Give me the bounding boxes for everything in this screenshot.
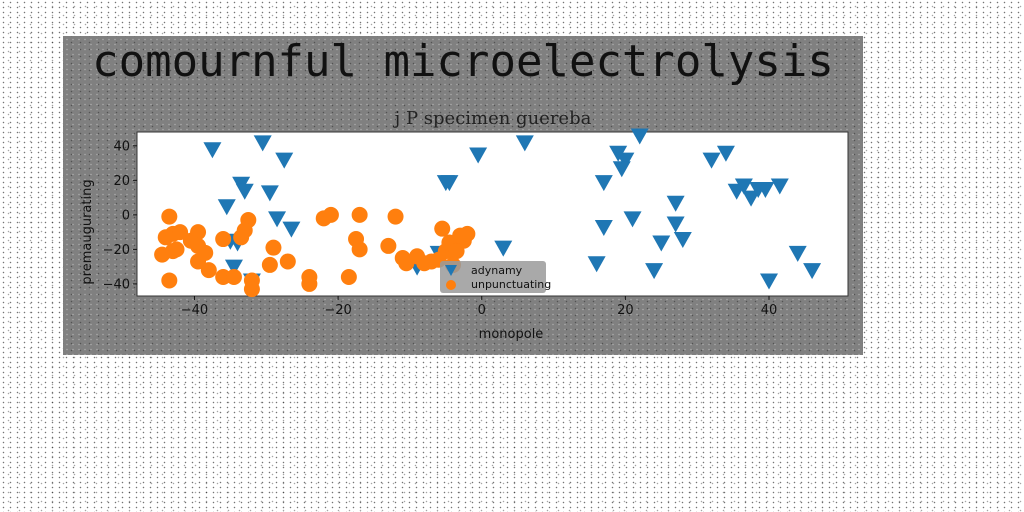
adynamy-point — [515, 135, 534, 152]
unpunctuating-point — [172, 224, 189, 241]
x-tick-label: 40 — [761, 303, 778, 318]
y-tick-label: −20 — [103, 243, 130, 258]
unpunctuating-point — [351, 241, 368, 258]
x-tick-label: 0 — [478, 303, 486, 318]
unpunctuating-point — [261, 256, 278, 273]
unpunctuating-point — [387, 208, 404, 225]
adynamy-point — [235, 183, 254, 200]
unpunctuating-point — [190, 224, 207, 241]
adynamy-point — [275, 152, 294, 169]
unpunctuating-point — [340, 269, 357, 286]
unpunctuating-point — [380, 237, 397, 254]
adynamy-point — [666, 195, 685, 212]
legend-circle-marker — [446, 280, 456, 290]
adynamy-point — [253, 135, 272, 152]
legend: adynamy unpunctuating — [440, 261, 551, 293]
y-tick-label: 0 — [122, 208, 130, 223]
adynamy-point — [260, 185, 279, 202]
y-axis-label: premaugurating — [80, 179, 95, 284]
adynamy-point — [734, 178, 753, 195]
adynamy-point — [652, 235, 671, 252]
unpunctuating-point — [265, 239, 282, 256]
unpunctuating-point — [459, 225, 476, 242]
adynamy-point — [666, 216, 685, 233]
x-tick-label: −20 — [324, 303, 351, 318]
adynamy-point — [803, 263, 822, 280]
adynamy-point — [742, 190, 761, 207]
unpunctuating-point — [351, 206, 368, 223]
adynamy-point — [788, 245, 807, 262]
unpunctuating-point — [233, 229, 250, 246]
adynamy-point — [217, 199, 236, 216]
legend-box — [440, 261, 546, 293]
unpunctuating-point — [200, 262, 217, 279]
adynamy-point — [770, 178, 789, 195]
adynamy-point — [203, 142, 222, 159]
unpunctuating-point — [168, 241, 185, 258]
unpunctuating-point — [161, 272, 178, 289]
adynamy-point — [645, 263, 664, 280]
adynamy-point — [756, 181, 775, 198]
unpunctuating-point — [225, 269, 242, 286]
adynamy-point — [716, 145, 735, 162]
chart-title: j P specimen guereba — [393, 108, 592, 129]
unpunctuating-point — [190, 253, 207, 270]
scatter-chart: comournful microelectrolysis j P specime… — [80, 36, 849, 342]
adynamy-point — [224, 259, 243, 276]
legend-triangle-marker — [445, 265, 457, 276]
y-tick-label: −40 — [103, 277, 130, 292]
adynamy-point — [673, 232, 692, 249]
figure: comournful microelectrolysis j P specime… — [63, 36, 863, 355]
legend-label-unpunctuating: unpunctuating — [471, 278, 551, 291]
adynamy-point — [440, 175, 459, 192]
unpunctuating-point — [301, 275, 318, 292]
unpunctuating-point — [243, 281, 260, 298]
unpunctuating-point — [161, 208, 178, 225]
x-axis: −40 −20 0 20 40 — [181, 296, 778, 318]
adynamy-point — [612, 161, 631, 178]
adynamy-point — [469, 147, 488, 164]
legend-label-adynamy: adynamy — [471, 264, 523, 277]
adynamy-point — [587, 256, 606, 273]
adynamy-point — [623, 211, 642, 228]
unpunctuating-point — [322, 206, 339, 223]
x-axis-label: monopole — [479, 327, 544, 342]
y-tick-label: 40 — [113, 139, 130, 154]
adynamy-point — [630, 128, 649, 145]
unpunctuating-point — [279, 253, 296, 270]
unpunctuating-point — [448, 243, 465, 260]
adynamy-point — [282, 221, 301, 238]
unpunctuating-point — [434, 220, 451, 237]
data-points — [154, 128, 822, 298]
unpunctuating-point — [416, 255, 433, 272]
y-axis: −40 −20 0 20 40 — [103, 139, 137, 292]
adynamy-point — [268, 211, 287, 228]
adynamy-point — [594, 175, 613, 192]
adynamy-point — [616, 152, 635, 169]
figure-suptitle: comournful microelectrolysis — [92, 36, 834, 87]
adynamy-point — [494, 240, 513, 257]
x-tick-label: −40 — [181, 303, 208, 318]
adynamy-point — [760, 273, 778, 290]
unpunctuating-point — [215, 231, 232, 248]
x-tick-label: 20 — [617, 303, 634, 318]
adynamy-point — [594, 219, 613, 236]
adynamy-point — [702, 152, 721, 169]
y-tick-label: 20 — [113, 174, 130, 189]
